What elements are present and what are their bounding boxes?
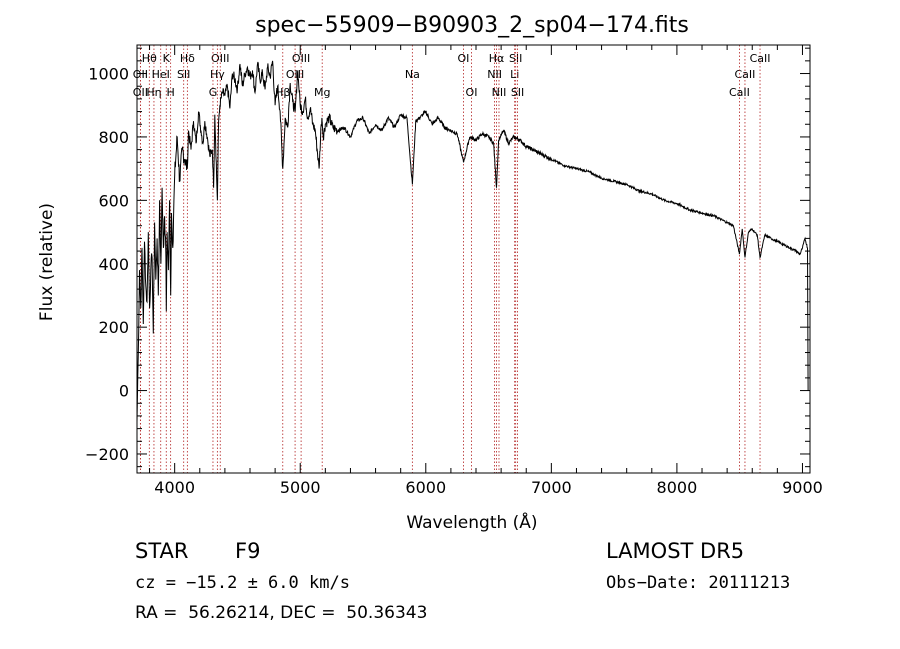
x-axis-label: Wavelength (Å) (406, 511, 537, 533)
line-marker-label: SII (509, 52, 522, 65)
y-tick-label: 1000 (88, 65, 129, 84)
line-marker-label: Hγ (210, 68, 225, 81)
plot-frame (136, 44, 811, 474)
survey-label: LAMOST DR5 (606, 539, 745, 563)
subclass-label: F9 (235, 539, 261, 563)
y-tick-label: 0 (119, 382, 129, 401)
line-marker-label: Hδ (180, 52, 195, 65)
x-tick-label: 5000 (280, 478, 321, 497)
line-marker-label: OI (466, 86, 478, 99)
coordinates-readout: RA = 56.26214, DEC = 50.36343 (135, 603, 428, 623)
line-marker-label: NII (487, 68, 502, 81)
line-marker-label: Mg (314, 86, 330, 99)
chart-title: spec−55909−B90903_2_sp04−174.fits (255, 13, 689, 38)
y-tick-label: −200 (85, 445, 129, 464)
x-axis: 4000 5000 6000 7000 8000 9000 (149, 45, 823, 497)
line-marker-label: OIII (286, 68, 304, 81)
line-marker-label: G (209, 86, 218, 99)
y-axis-label: Flux (relative) (37, 203, 57, 321)
y-tick-label: 600 (98, 191, 129, 210)
y-tick-label: 400 (98, 255, 129, 274)
line-marker-label: Na (405, 68, 420, 81)
line-marker-label: CaII (734, 68, 755, 81)
line-marker-label: Hθ (142, 52, 157, 65)
spectrum-series (136, 60, 809, 423)
line-marker-label: K (163, 52, 171, 65)
y-tick-label: 800 (98, 128, 129, 147)
line-marker-label: SII (511, 86, 524, 99)
class-label: STAR (135, 539, 189, 563)
line-marker-label: Hβ (275, 86, 290, 99)
line-marker-label: Hα (489, 52, 505, 65)
spectrum-line (136, 60, 809, 423)
x-tick-label: 9000 (782, 478, 823, 497)
line-marker-label: SII (177, 68, 190, 81)
line-marker-label: NII (492, 86, 507, 99)
y-tick-label: 200 (98, 318, 129, 337)
obs-date-readout: Obs−Date: 20111213 (606, 573, 791, 593)
x-tick-label: 4000 (154, 478, 195, 497)
line-marker-label: HeI (152, 68, 170, 81)
line-marker-label: Li (510, 68, 519, 81)
line-marker-label: Hη (146, 86, 161, 99)
x-tick-label: 6000 (405, 478, 446, 497)
line-marker-label: H (167, 86, 175, 99)
y-axis: −200 0 200 400 600 800 1000 (85, 47, 810, 468)
line-marker-label: OIII (292, 52, 310, 65)
line-marker-label: CaII (729, 86, 750, 99)
line-marker-label: OI (458, 52, 470, 65)
cz-readout: cz = −15.2 ± 6.0 km/s (135, 573, 350, 593)
line-marker-label: OIII (211, 52, 229, 65)
line-marker-label: CaII (750, 52, 771, 65)
x-tick-label: 7000 (531, 478, 572, 497)
x-tick-label: 8000 (657, 478, 698, 497)
